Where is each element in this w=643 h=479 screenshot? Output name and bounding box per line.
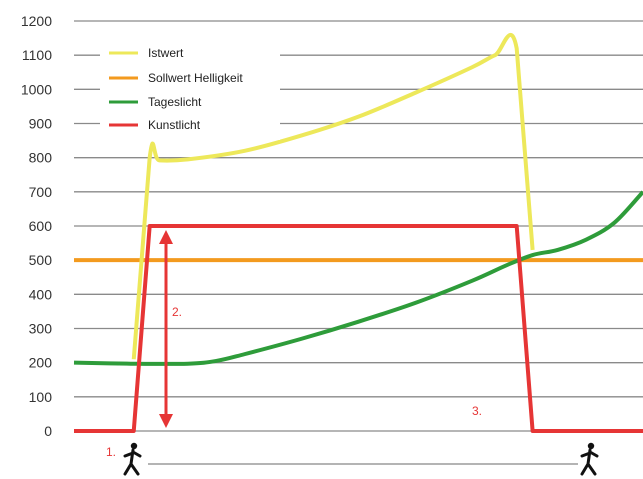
walking-person-icon xyxy=(580,442,599,476)
y-tick-label: 900 xyxy=(29,116,53,132)
y-tick-label: 1000 xyxy=(21,81,52,97)
walking-person-icon xyxy=(123,442,142,476)
legend-label-istwert: Istwert xyxy=(148,46,184,60)
annotation-1: 1. xyxy=(106,445,116,459)
series-line-istwert xyxy=(131,32,535,360)
annotation-3: 3. xyxy=(472,404,482,418)
legend: Istwert Sollwert Helligkeit Tageslicht K… xyxy=(100,40,280,140)
y-tick-label: 1200 xyxy=(21,13,52,29)
series-lines xyxy=(73,32,643,433)
y-tick-label: 800 xyxy=(29,150,53,166)
legend-label-kunstlicht: Kunstlicht xyxy=(148,118,201,132)
y-axis-ticks: 0 100 200 300 400 500 600 700 800 900 1000 1100 1200 xyxy=(21,13,52,439)
series-line-kunstlicht xyxy=(74,224,643,433)
legend-label-sollwert: Sollwert Helligkeit xyxy=(148,71,243,85)
arrow-annotation xyxy=(159,230,173,428)
y-tick-label: 700 xyxy=(29,184,53,200)
series-line-tageslicht xyxy=(73,190,643,366)
y-tick-label: 1100 xyxy=(22,47,52,63)
legend-label-tageslicht: Tageslicht xyxy=(148,95,202,109)
y-tick-label: 0 xyxy=(44,423,52,439)
y-tick-label: 200 xyxy=(29,355,53,371)
y-tick-label: 400 xyxy=(29,286,53,302)
y-tick-label: 500 xyxy=(29,252,53,268)
annotation-2: 2. xyxy=(172,305,182,319)
y-tick-label: 100 xyxy=(29,389,53,405)
y-tick-label: 300 xyxy=(29,321,53,337)
y-tick-label: 600 xyxy=(29,218,53,234)
